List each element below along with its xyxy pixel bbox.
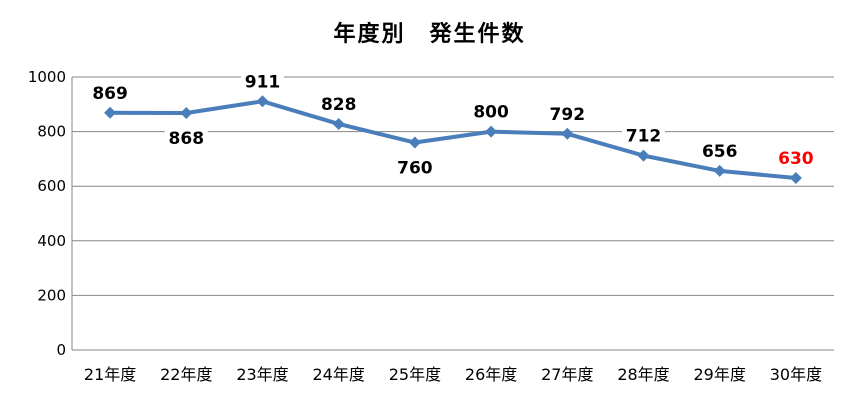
x-tick-label: 28年度: [617, 365, 669, 384]
data-label-background: [698, 140, 742, 162]
chart-title: 年度別 発生件数: [333, 22, 526, 47]
x-tick-label: 25年度: [389, 365, 441, 384]
data-label-background: [317, 93, 361, 115]
data-label-background: [469, 101, 513, 123]
data-label: 800: [473, 103, 509, 123]
data-label-background: [393, 157, 437, 179]
x-axis-ticks: 21年度 22年度 23年度 24年度 25年度 26年度 27年度 28年度 29年度 30年度: [84, 365, 822, 384]
data-label: 869: [92, 84, 128, 104]
data-point-marker: [256, 95, 269, 108]
x-tick-label: 27年度: [541, 365, 593, 384]
y-axis-ticks: 0 200 400 600 800 1000: [28, 68, 66, 359]
x-tick-label: 21年度: [84, 365, 136, 384]
data-label: 911: [245, 72, 281, 92]
y-tick-label: 1000: [28, 68, 66, 86]
data-label-background: [88, 82, 132, 104]
data-label-background: [545, 103, 589, 125]
y-tick-label: 0: [56, 341, 66, 359]
data-label: 760: [397, 159, 433, 179]
x-tick-label: 30年度: [770, 365, 822, 384]
data-point-marker: [104, 106, 117, 119]
data-label-background: [622, 125, 665, 147]
data-point-marker: [561, 127, 574, 140]
data-point-marker: [408, 136, 421, 149]
data-label: 828: [321, 95, 357, 115]
data-label-background: [164, 128, 208, 150]
data-labels: 869 868 911 828 760 800 792 712 656 630: [88, 71, 818, 179]
series-markers: [104, 95, 802, 185]
y-tick-label: 400: [37, 232, 66, 250]
data-label: 712: [626, 127, 662, 147]
series-line-path: [110, 99, 797, 181]
data-label: 656: [702, 142, 738, 162]
data-label: 792: [550, 105, 586, 125]
data-label-background: [241, 71, 284, 93]
x-tick-label: 26年度: [465, 365, 517, 384]
y-tick-label: 600: [37, 177, 66, 195]
series-line: [110, 99, 797, 181]
data-point-marker: [485, 125, 498, 138]
gridlines: [71, 76, 834, 351]
x-tick-label: 29年度: [694, 365, 746, 384]
data-point-marker: [180, 107, 193, 120]
data-point-marker: [713, 164, 726, 177]
data-label-background: [774, 148, 818, 170]
data-point-marker: [332, 117, 345, 130]
data-label: 868: [169, 129, 205, 149]
y-tick-label: 200: [37, 286, 66, 304]
y-tick-label: 800: [37, 123, 66, 141]
data-label: 630: [778, 149, 814, 169]
x-tick-label: 24年度: [313, 365, 365, 384]
x-tick-label: 22年度: [160, 365, 212, 384]
data-point-marker: [789, 172, 802, 185]
data-point-marker: [637, 149, 650, 162]
x-tick-label: 23年度: [236, 365, 288, 384]
